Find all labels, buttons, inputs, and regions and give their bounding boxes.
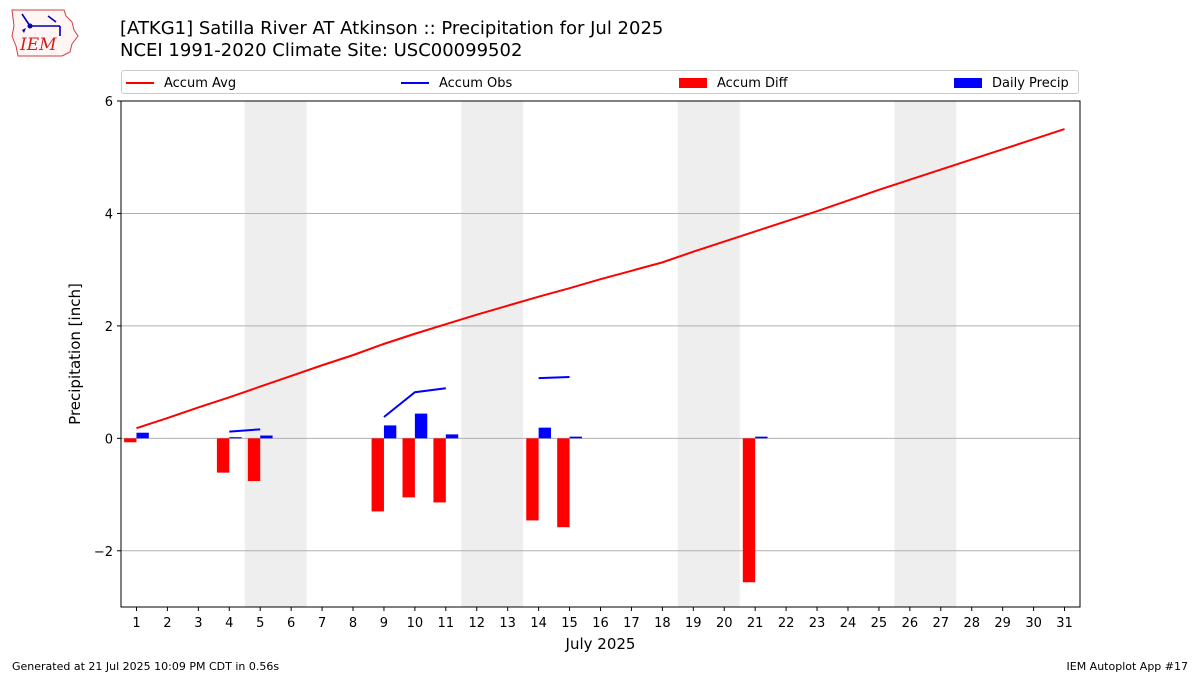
accum-diff-bar-day-21: [742, 438, 756, 583]
daily-precip-bar-day-11: [445, 434, 459, 439]
y-axis-ticks: −2 0 2 4 6: [94, 95, 121, 560]
daily-precip-bar-day-21: [755, 436, 768, 439]
accum-avg-line: [136, 128, 1065, 430]
x-tick-label-25: 25: [871, 616, 888, 631]
accum-avg-series: [136, 128, 1065, 430]
x-tick-label-13: 13: [499, 616, 516, 631]
y-tick-label-4: 4: [105, 207, 113, 222]
x-tick-label-28: 28: [963, 616, 980, 631]
footer-app: IEM Autoplot App #17: [1066, 660, 1189, 673]
legend-item-accum-obs: Accum Obs: [401, 73, 512, 93]
x-tick-label-27: 27: [933, 616, 950, 631]
x-tick-label-3: 3: [194, 616, 202, 631]
x-tick-label-31: 31: [1056, 616, 1073, 631]
x-tick-label-16: 16: [592, 616, 609, 631]
x-tick-label-19: 19: [685, 616, 702, 631]
x-tick-label-21: 21: [747, 616, 764, 631]
daily-precip-bar-day-15: [569, 436, 582, 439]
x-tick-label-8: 8: [349, 616, 357, 631]
iem-logo: IEM: [11, 9, 79, 57]
legend-label-accum-obs: Accum Obs: [439, 75, 513, 91]
accum-diff-bar-day-4: [216, 438, 230, 473]
x-tick-label-18: 18: [654, 616, 671, 631]
legend-label-daily-precip: Daily Precip: [992, 75, 1069, 91]
x-tick-label-9: 9: [380, 616, 388, 631]
daily-precip-bars: [136, 413, 768, 439]
weekend-shading: [244, 101, 957, 607]
accum-diff-bars: [124, 438, 756, 583]
x-tick-label-6: 6: [287, 616, 295, 631]
x-tick-label-11: 11: [438, 616, 455, 631]
accum-obs-lines: [229, 376, 570, 433]
accum-diff-bar-day-10: [402, 438, 415, 498]
weekend-band-2: [677, 101, 740, 607]
svg-text:IEM: IEM: [19, 35, 57, 55]
legend-swatch-daily-precip: [954, 78, 982, 88]
daily-precip-bar-day-14: [538, 427, 552, 439]
accum-diff-bar-day-14: [526, 438, 539, 521]
chart-title: [ATKG1] Satilla River AT Atkinson :: Pre…: [120, 18, 664, 39]
legend: Accum Avg Accum Obs Accum Diff Daily Pre…: [121, 70, 1079, 94]
x-tick-label-20: 20: [716, 616, 733, 631]
x-tick-label-4: 4: [225, 616, 233, 631]
x-tick-label-17: 17: [623, 616, 640, 631]
y-tick-label--2: −2: [94, 545, 113, 560]
chart-subtitle: NCEI 1991-2020 Climate Site: USC00099502: [120, 40, 523, 61]
x-tick-label-15: 15: [561, 616, 578, 631]
legend-item-daily-precip: Daily Precip: [954, 73, 1069, 93]
legend-item-accum-diff: Accum Diff: [679, 73, 788, 93]
footer-generated: Generated at 21 Jul 2025 10:09 PM CDT in…: [12, 660, 280, 673]
daily-precip-bar-day-9: [383, 425, 397, 439]
x-axis-label: July 2025: [565, 635, 636, 653]
legend-item-accum-avg: Accum Avg: [126, 73, 236, 93]
accum-obs-segment-1: [383, 387, 446, 418]
weekend-band-1: [461, 101, 524, 607]
x-tick-label-24: 24: [840, 616, 857, 631]
legend-label-accum-avg: Accum Avg: [164, 75, 237, 91]
x-tick-label-29: 29: [994, 616, 1011, 631]
weekend-band-3: [894, 101, 957, 607]
legend-swatch-accum-obs: [401, 82, 429, 84]
daily-precip-bar-day-4: [229, 437, 242, 439]
x-tick-label-5: 5: [256, 616, 264, 631]
accum-diff-bar-day-15: [557, 438, 570, 528]
x-tick-label-10: 10: [407, 616, 424, 631]
x-tick-label-22: 22: [778, 616, 795, 631]
x-axis-ticks: 1 2 3 4 5 6 7 8 9 10 11 12 13 14 15 16 17 18 19 20 21 22 23 24 2…: [132, 607, 1073, 631]
x-tick-label-30: 30: [1025, 616, 1042, 631]
x-tick-label-12: 12: [468, 616, 485, 631]
legend-label-accum-diff: Accum Diff: [717, 75, 788, 91]
x-tick-label-2: 2: [163, 616, 171, 631]
accum-obs-segment-2: [538, 376, 570, 380]
accum-diff-bar-day-1: [124, 438, 137, 443]
legend-swatch-accum-diff: [679, 78, 707, 88]
x-tick-label-26: 26: [902, 616, 919, 631]
weekend-band-0: [244, 101, 307, 607]
daily-precip-bar-day-10: [414, 413, 428, 439]
accum-diff-bar-day-9: [371, 438, 384, 512]
x-tick-label-23: 23: [809, 616, 826, 631]
y-tick-label-6: 6: [105, 95, 113, 110]
x-tick-label-7: 7: [318, 616, 326, 631]
accum-diff-bar-day-5: [247, 438, 261, 482]
y-axis-label: Precipitation [inch]: [66, 283, 84, 425]
x-tick-label-1: 1: [132, 616, 140, 631]
daily-precip-bar-day-5: [260, 435, 273, 439]
y-tick-label-0: 0: [105, 432, 113, 447]
accum-diff-bar-day-11: [433, 438, 446, 503]
x-tick-label-14: 14: [530, 616, 547, 631]
accum-obs-segment-0: [229, 428, 261, 433]
daily-precip-bar-day-1: [136, 432, 149, 439]
y-tick-label-2: 2: [105, 320, 113, 335]
legend-swatch-accum-avg: [126, 82, 154, 84]
